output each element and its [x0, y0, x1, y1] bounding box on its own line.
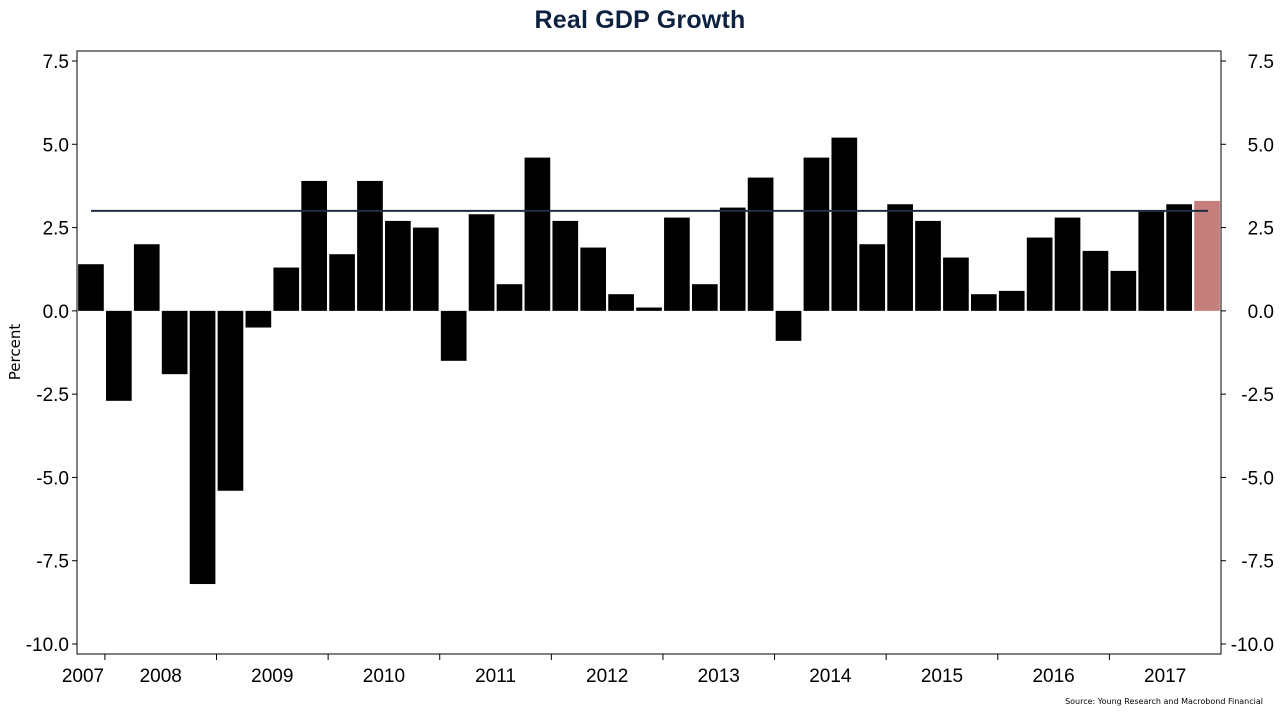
bar [189, 310, 216, 585]
plot-frame [76, 50, 1222, 655]
bar [217, 310, 244, 491]
bar [301, 180, 328, 311]
bar [1138, 210, 1165, 311]
x-axis: 2007 2008 2009 2010 2011 2012 2013 2014 2015 2016… [62, 654, 1186, 687]
bar [887, 204, 913, 311]
y-tick-label-left: -5.0 [36, 468, 69, 489]
y-tick-label-left: 2.5 [43, 219, 69, 240]
bar [608, 294, 634, 311]
y-axis-right: 7.5 5.0 2.5 0.0 -2.5 -5.0 -7.5 -10.0 [1221, 52, 1274, 656]
chart-title: Real GDP Growth [534, 6, 746, 34]
y-tick-label-left: -2.5 [36, 385, 69, 406]
bar [859, 244, 886, 311]
bar [273, 267, 300, 311]
y-tick-label-right: -10.0 [1231, 635, 1274, 656]
bars-layer [78, 137, 1220, 585]
x-tick-label: 2011 [475, 666, 516, 687]
x-tick-label: 2012 [586, 666, 628, 687]
y-tick-label-left: -7.5 [36, 552, 69, 573]
bar [915, 220, 941, 311]
bar [496, 284, 523, 311]
bar-highlight [1194, 200, 1220, 311]
y-tick-label-right: 0.0 [1248, 302, 1274, 323]
bar [775, 310, 802, 341]
bar [747, 177, 774, 311]
bar [970, 294, 997, 311]
y-tick-label-right: 7.5 [1248, 52, 1274, 73]
y-tick-label-left: -10.0 [26, 635, 69, 656]
bar [245, 310, 272, 328]
bar [998, 290, 1025, 311]
x-tick-label: 2009 [251, 666, 293, 687]
bar [106, 310, 132, 401]
bar [636, 307, 662, 311]
bar [440, 310, 467, 361]
bar [1054, 217, 1081, 311]
bar [385, 220, 411, 311]
bar [133, 244, 160, 311]
x-tick-label: 2007 [62, 666, 104, 687]
bar [943, 257, 969, 311]
x-tick-label: 2014 [809, 666, 852, 687]
y-tick-label-left: 7.5 [43, 52, 69, 73]
bar [78, 264, 104, 311]
y-tick-label-right: -7.5 [1241, 552, 1274, 573]
y-tick-label-left: 5.0 [43, 135, 69, 156]
bar [1026, 237, 1053, 311]
bar [1110, 270, 1137, 311]
bar [719, 207, 746, 311]
bar [468, 214, 495, 311]
x-tick-label: 2015 [921, 666, 963, 687]
x-tick-label: 2010 [363, 666, 405, 687]
y-tick-label-right: 5.0 [1248, 135, 1274, 156]
y-tick-label-right: 2.5 [1248, 219, 1274, 240]
bar [357, 180, 383, 311]
source-note: Source: Young Research and Macrobond Fin… [1065, 697, 1263, 706]
bar [552, 220, 579, 311]
bar [664, 217, 690, 311]
bar [329, 254, 355, 311]
y-tick-label-right: -2.5 [1241, 385, 1274, 406]
bar [412, 227, 439, 311]
y-tick-label-left: 0.0 [43, 302, 69, 323]
bar [524, 157, 551, 311]
bar [1166, 204, 1192, 311]
y-tick-label-right: -5.0 [1241, 468, 1274, 489]
bar [691, 284, 718, 311]
x-tick-label: 2017 [1144, 666, 1186, 687]
bar [803, 157, 830, 311]
x-tick-label: 2008 [140, 666, 182, 687]
x-tick-label: 2016 [1032, 666, 1074, 687]
y-axis-left: 7.5 5.0 2.5 0.0 -2.5 -5.0 -7.5 -10.0 [26, 52, 77, 656]
x-tick-label: 2013 [698, 666, 740, 687]
bar [580, 247, 607, 311]
bar [1082, 250, 1109, 311]
bar [161, 310, 188, 375]
bar [831, 137, 858, 311]
